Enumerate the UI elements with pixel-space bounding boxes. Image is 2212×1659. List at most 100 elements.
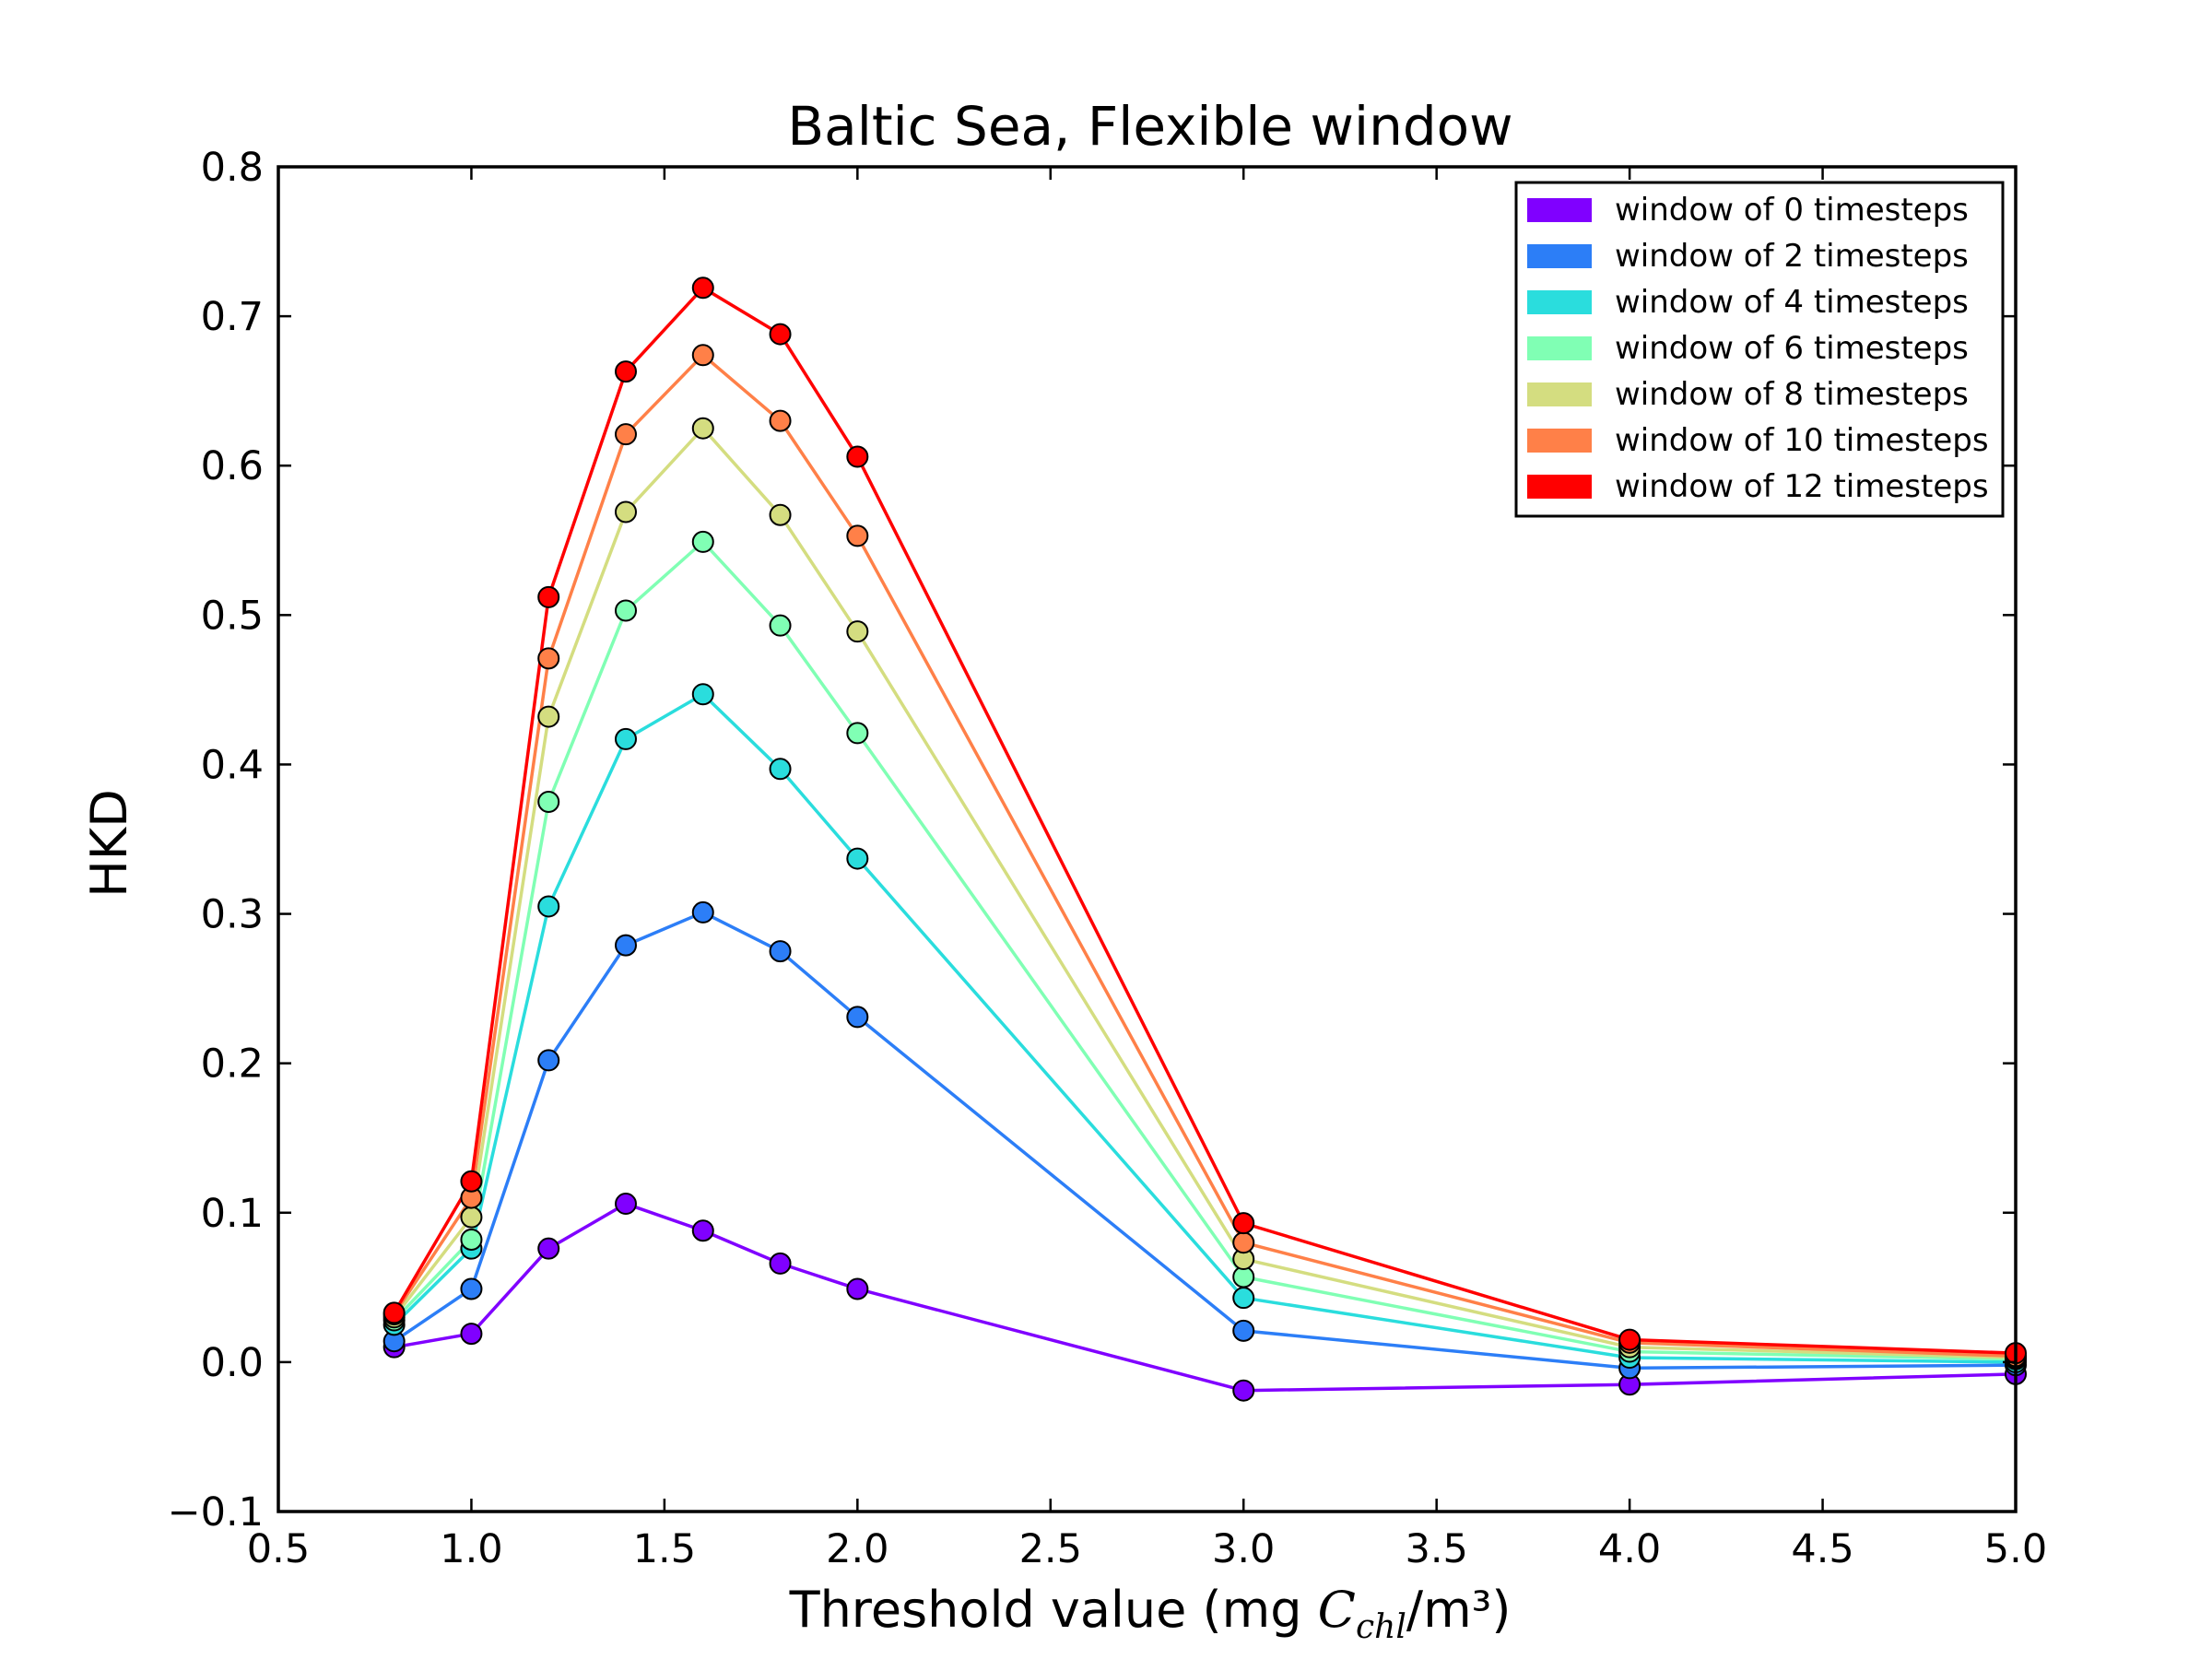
data-point-s5 <box>769 409 792 432</box>
data-point-s0 <box>846 1277 869 1300</box>
data-point-s0 <box>615 1193 637 1216</box>
legend-label-4: window of 8 timesteps <box>1615 376 1969 413</box>
y-tick-label: −0.1 <box>168 1489 264 1535</box>
data-point-s2 <box>615 727 637 750</box>
data-point-s4 <box>769 503 792 526</box>
data-point-s6 <box>537 585 560 608</box>
x-axis-label: Threshold value (mg Cchl/m³) <box>789 1581 1512 1646</box>
y-tick-label: 0.1 <box>201 1191 264 1237</box>
series-lines <box>393 286 2017 1393</box>
legend-box <box>1514 181 2005 518</box>
data-point-s5 <box>691 344 714 367</box>
legend-swatch-0 <box>1527 198 1592 222</box>
x-axis-label-prefix: Threshold value (mg <box>789 1581 1318 1639</box>
chart-title: Baltic Sea, Flexible window <box>787 95 1512 158</box>
x-tick-label: 0.5 <box>247 1526 310 1572</box>
legend-label-3: window of 6 timesteps <box>1615 330 1969 367</box>
data-point-s1 <box>691 900 714 924</box>
legend-swatch-1 <box>1527 244 1592 268</box>
data-point-s0 <box>691 1219 714 1242</box>
data-point-s3 <box>691 530 714 553</box>
x-tick-label: 3.0 <box>1212 1526 1275 1572</box>
y-tick-label: 0.4 <box>201 742 264 788</box>
data-point-s6 <box>846 445 869 468</box>
data-point-s1 <box>846 1006 869 1029</box>
legend-label-6: window of 12 timesteps <box>1615 468 1989 505</box>
data-point-s6 <box>691 276 714 300</box>
series-line-3 <box>393 540 2017 1361</box>
legend-swatch-6 <box>1527 475 1592 499</box>
y-tick-label: 0.2 <box>201 1041 264 1088</box>
y-tick-label: 0.3 <box>201 892 264 938</box>
data-point-s3 <box>615 599 637 622</box>
data-point-s4 <box>846 620 869 643</box>
legend-swatch-4 <box>1527 382 1592 406</box>
data-point-s6 <box>1618 1328 1641 1351</box>
data-point-s0 <box>1232 1379 1255 1402</box>
data-point-s2 <box>846 847 869 870</box>
legend-swatch-2 <box>1527 290 1592 314</box>
data-point-s0 <box>460 1323 483 1346</box>
data-point-s2 <box>769 758 792 781</box>
data-point-s1 <box>615 934 637 957</box>
series-line-5 <box>393 353 2017 1359</box>
x-tick-label: 1.0 <box>440 1526 502 1572</box>
y-axis-label: HKD <box>80 789 138 898</box>
plot-frame <box>276 165 2018 1513</box>
data-point-s1 <box>1232 1319 1255 1342</box>
y-tick-label: 0.6 <box>201 443 264 489</box>
data-point-s2 <box>691 683 714 706</box>
legend: window of 0 timesteps window of 2 timeste… <box>1514 181 2005 518</box>
x-tick-label: 1.5 <box>633 1526 696 1572</box>
data-point-s4 <box>537 705 560 728</box>
data-point-s2 <box>537 895 560 918</box>
data-point-s6 <box>1232 1212 1255 1235</box>
data-point-s6 <box>615 360 637 383</box>
data-point-s3 <box>769 614 792 637</box>
data-point-s3 <box>537 790 560 813</box>
series-line-0 <box>394 1202 2017 1393</box>
x-axis-ticks: 0.5 1.0 1.5 2.0 2.5 3.0 3.5 4.0 4.5 5.0 <box>247 167 2047 1572</box>
y-tick-label: 0.7 <box>201 294 264 340</box>
data-point-s0 <box>769 1252 792 1275</box>
x-tick-label: 4.0 <box>1598 1526 1661 1572</box>
legend-label-2: window of 4 timesteps <box>1615 284 1969 321</box>
series-line-6 <box>393 286 2017 1355</box>
data-point-s5 <box>1232 1231 1255 1254</box>
data-point-s0 <box>537 1237 560 1260</box>
y-tick-label: 0.8 <box>201 145 264 191</box>
data-point-s5 <box>615 423 637 446</box>
x-tick-label: 2.5 <box>1019 1526 1082 1572</box>
x-tick-label: 2.0 <box>826 1526 888 1572</box>
x-tick-label: 3.5 <box>1405 1526 1467 1572</box>
series-line-2 <box>393 692 2017 1364</box>
y-tick-label: 0.0 <box>201 1340 264 1386</box>
data-point-s3 <box>846 722 869 745</box>
series-line-1 <box>393 911 2017 1371</box>
x-axis-label-subscript: chl <box>1356 1608 1406 1646</box>
data-point-s5 <box>537 647 560 670</box>
data-point-s2 <box>1232 1287 1255 1310</box>
legend-label-5: window of 10 timesteps <box>1615 422 1989 459</box>
data-point-s4 <box>460 1206 483 1229</box>
data-point-s5 <box>846 524 869 547</box>
data-point-s1 <box>769 940 792 963</box>
data-point-s6 <box>460 1170 483 1193</box>
series-markers <box>382 276 2027 1402</box>
x-axis-label-suffix: /m³) <box>1406 1581 1512 1639</box>
legend-label-1: window of 2 timesteps <box>1615 238 1969 275</box>
data-point-s1 <box>537 1049 560 1072</box>
data-point-s4 <box>615 500 637 524</box>
data-point-s6 <box>382 1301 406 1324</box>
legend-swatch-3 <box>1527 336 1592 360</box>
data-point-s3 <box>460 1228 483 1251</box>
x-axis-label-symbol: C <box>1318 1581 1356 1639</box>
series-line-4 <box>393 426 2017 1359</box>
data-point-s1 <box>460 1277 483 1300</box>
x-tick-label: 5.0 <box>1984 1526 2047 1572</box>
legend-swatch-5 <box>1527 429 1592 453</box>
x-tick-label: 4.5 <box>1791 1526 1853 1572</box>
y-tick-label: 0.5 <box>201 593 264 639</box>
data-point-s6 <box>769 323 792 346</box>
